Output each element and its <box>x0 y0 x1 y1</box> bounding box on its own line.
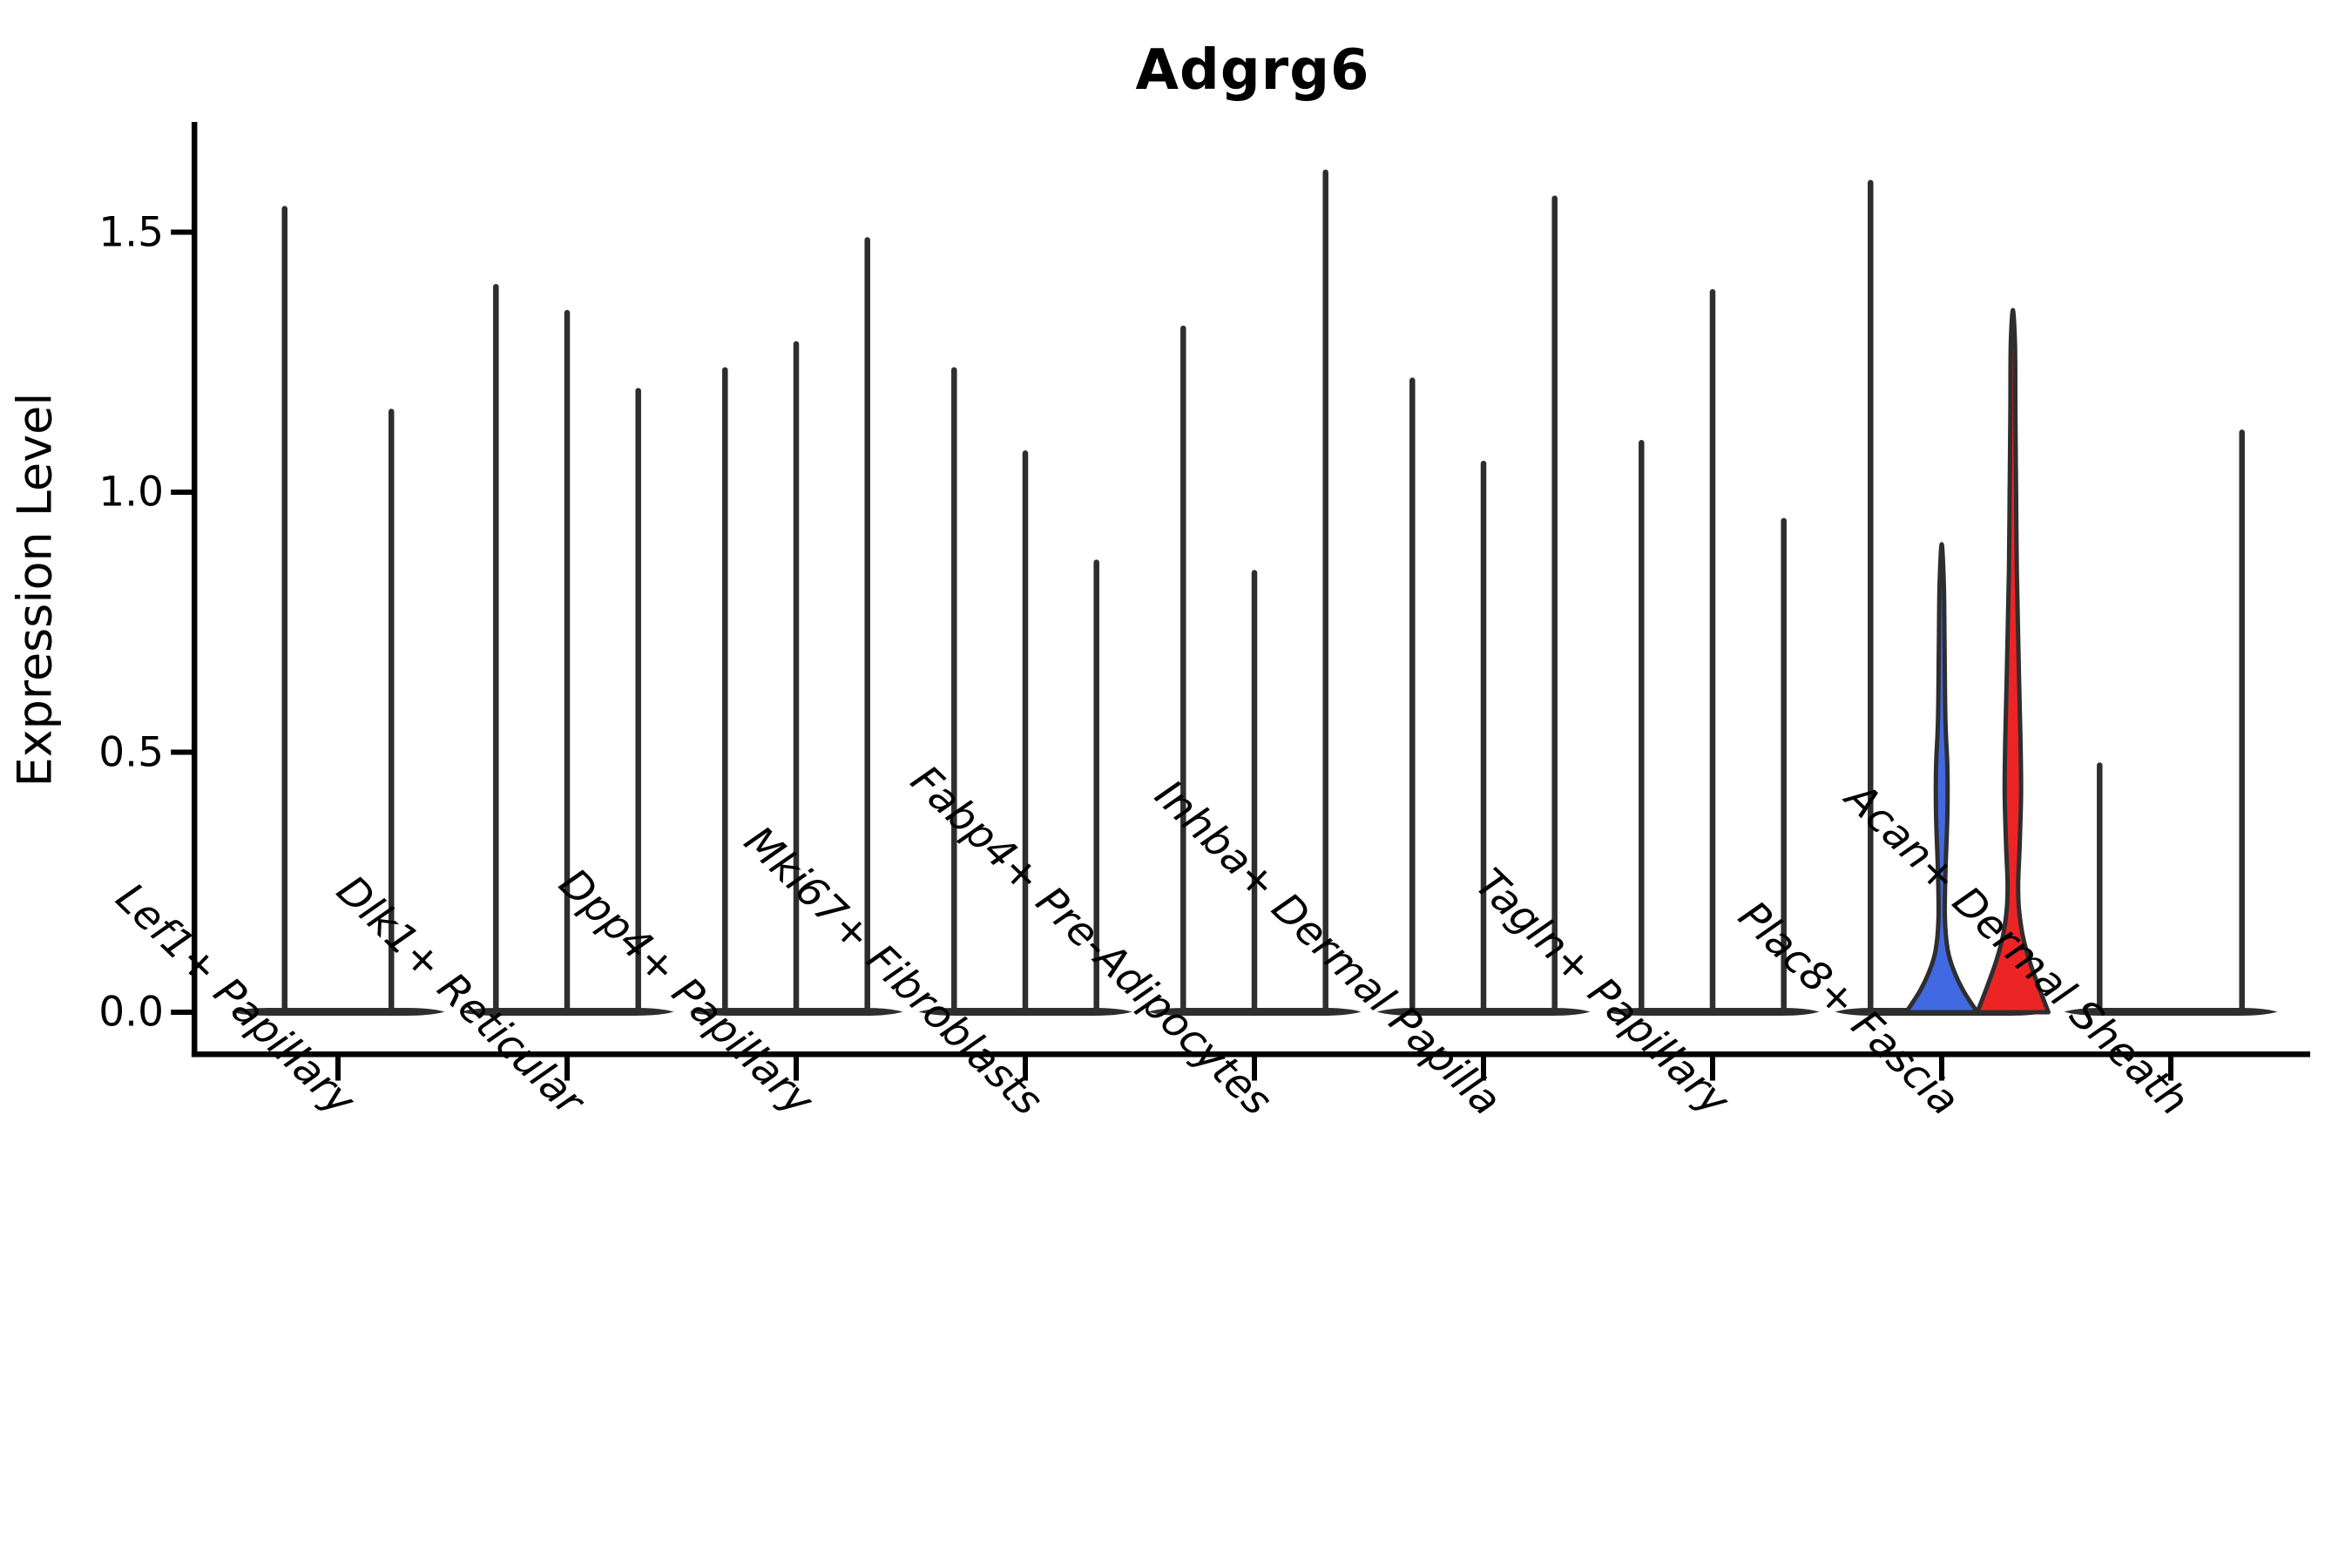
violin-highlighted <box>1975 308 2051 1015</box>
y-tick-label: 1.5 <box>98 208 164 256</box>
y-tick-label: 0.5 <box>98 728 164 776</box>
violin-highlighted <box>1903 542 1980 1015</box>
y-axis-label: Expression Level <box>7 392 63 787</box>
chart-title: Adgrg6 <box>1135 38 1370 103</box>
violin-base <box>2064 1008 2278 1016</box>
y-tick-label: 0.0 <box>98 988 164 1037</box>
y-tick-label: 1.0 <box>98 468 164 517</box>
